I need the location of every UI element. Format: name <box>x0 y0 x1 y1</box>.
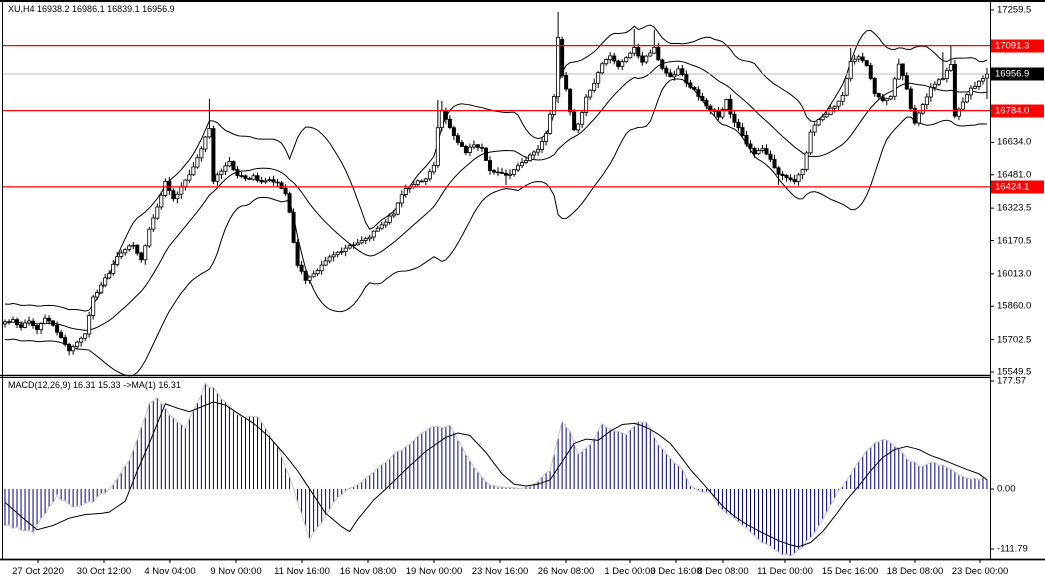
price-tick-label: 16634.0 <box>997 136 1032 148</box>
price-tick-label: 16481.0 <box>997 169 1032 181</box>
time-tick-label: 15 Dec 16:00 <box>821 566 879 577</box>
macd-tick-label: -111.79 <box>997 543 1028 555</box>
price-tick-label: 17259.5 <box>997 4 1032 16</box>
macd-tick-label: 177.57 <box>997 375 1027 387</box>
time-tick-label: 30 Oct 12:00 <box>76 566 132 577</box>
macd-indicator-label: MACD(12,26,9) 16.31 15.33 ->MA(1) 16.31 <box>8 380 181 390</box>
time-tick-label: 3 Dec 16:00 <box>650 566 702 577</box>
time-tick-label: 19 Nov 00:00 <box>405 566 463 577</box>
macd-tick-label: 0.00 <box>997 483 1016 495</box>
horizontal-price-lines[interactable] <box>2 45 990 188</box>
macd-histogram-layer <box>4 382 988 557</box>
time-tick-label: 23 Nov 16:00 <box>471 566 529 577</box>
price-tick-label: 16170.5 <box>997 235 1032 247</box>
time-tick-label: 16 Nov 08:00 <box>339 566 397 577</box>
price-line-badge: 17091.3 <box>991 39 1044 53</box>
bollinger-middle-line <box>4 60 988 331</box>
price-line-badge: 16424.1 <box>991 180 1044 194</box>
time-tick-label: 26 Nov 08:00 <box>537 566 595 577</box>
price-tick-label: 16323.5 <box>997 202 1032 214</box>
time-tick-label: 27 Oct 2020 <box>12 566 64 577</box>
bollinger-lower-line <box>4 78 987 377</box>
time-tick-label: 4 Nov 04:00 <box>144 566 196 577</box>
time-tick-label: 1 Dec 00:00 <box>604 566 656 577</box>
candles-layer <box>3 12 989 356</box>
time-tick-label: 8 Dec 08:00 <box>697 566 749 577</box>
price-tick-label: 15549.5 <box>997 366 1032 378</box>
time-tick-label: 18 Dec 08:00 <box>886 566 944 577</box>
chart-title: XU,H4 16938.2 16986.1 16839.1 16956.9 <box>8 4 175 14</box>
bollinger-upper-line <box>4 24 988 312</box>
price-line-badge: 16784.0 <box>991 104 1044 118</box>
time-tick-label: 9 Nov 00:00 <box>210 566 262 577</box>
macd-signal-line <box>4 401 988 548</box>
current-price-badge: 16956.9 <box>991 67 1044 81</box>
price-tick-label: 16013.0 <box>997 268 1032 280</box>
bollinger-bands-layer <box>4 24 988 377</box>
panel-borders <box>0 0 1045 563</box>
main-panel <box>2 12 990 377</box>
time-tick-label: 11 Nov 16:00 <box>274 566 330 577</box>
time-tick-label: 11 Dec 00:00 <box>757 566 813 577</box>
price-tick-label: 15860.0 <box>997 300 1032 312</box>
price-tick-label: 15702.5 <box>997 334 1032 346</box>
macd-envelope-line <box>4 381 988 557</box>
time-tick-label: 23 Dec 00:00 <box>951 566 1009 577</box>
macd-panel <box>4 381 988 557</box>
